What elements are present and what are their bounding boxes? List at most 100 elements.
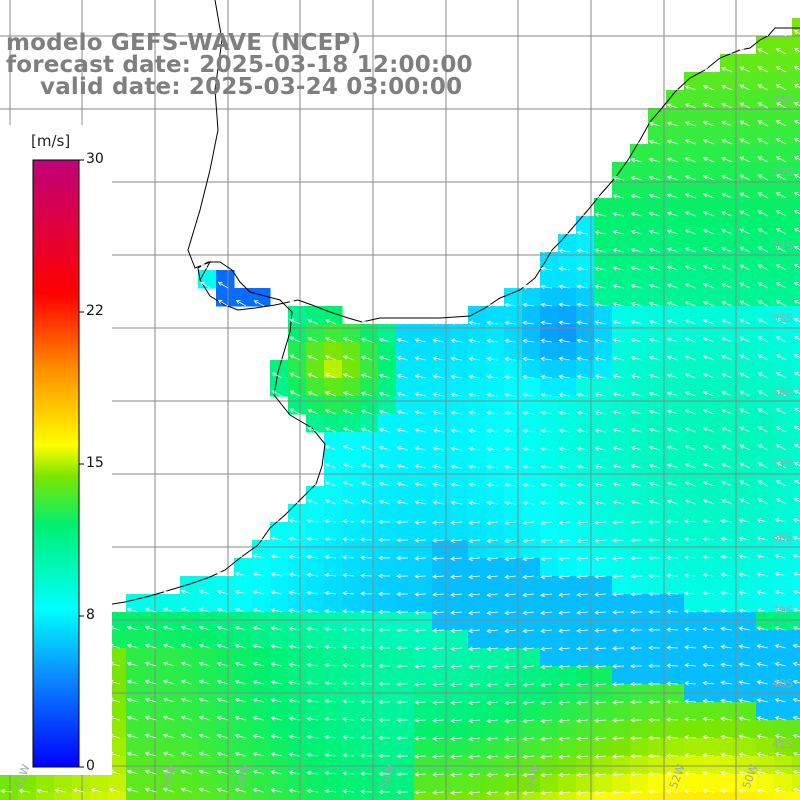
wind-arrow <box>648 481 661 487</box>
wind-arrow <box>162 751 175 757</box>
wind-arrow <box>486 790 499 796</box>
wind-cell <box>738 234 757 253</box>
wind-arrow <box>486 628 499 634</box>
wind-arrow <box>612 700 625 705</box>
wind-arrow <box>522 646 535 652</box>
wind-cell <box>702 756 721 775</box>
wind-arrow <box>612 610 625 615</box>
wind-cell <box>774 738 793 757</box>
wind-arrow <box>684 103 697 109</box>
wind-cell <box>234 792 253 800</box>
wind-cell <box>576 252 595 271</box>
wind-arrow <box>630 699 643 705</box>
wind-cell <box>396 324 415 343</box>
wind-arrow <box>216 697 229 703</box>
wind-arrow <box>739 480 751 487</box>
wind-arrow <box>792 733 800 739</box>
wind-cell <box>576 576 595 595</box>
wind-arrow <box>342 735 355 740</box>
wind-cell <box>360 648 379 667</box>
wind-cell <box>756 720 775 739</box>
wind-arrow <box>612 520 625 525</box>
wind-cell <box>414 756 433 775</box>
wind-arrow <box>793 480 800 485</box>
wind-cell <box>792 108 800 127</box>
wind-cell <box>612 270 631 289</box>
wind-arrow <box>36 788 49 793</box>
wind-arrow <box>307 354 319 361</box>
wind-cell <box>540 522 559 541</box>
wind-cell <box>522 468 541 487</box>
wind-arrow <box>594 754 607 759</box>
wind-arrow <box>630 627 643 633</box>
wind-arrow <box>540 248 553 254</box>
wind-cell <box>720 612 739 631</box>
wind-cell <box>630 594 649 613</box>
wind-arrow <box>486 754 499 760</box>
wind-cell <box>288 720 307 739</box>
wind-cell <box>702 666 721 685</box>
wind-arrow <box>703 247 715 253</box>
wind-arrow <box>612 718 625 723</box>
wind-cell <box>360 756 379 775</box>
wind-cell <box>378 756 397 775</box>
wind-cell <box>414 738 433 757</box>
wind-cell <box>774 324 793 343</box>
wind-cell <box>360 666 379 685</box>
wind-cell <box>414 414 433 433</box>
wind-arrow <box>630 735 643 741</box>
wind-arrow <box>793 156 800 161</box>
wind-arrow <box>270 752 283 757</box>
wind-cell <box>486 306 505 325</box>
wind-cell <box>414 612 433 631</box>
wind-cell <box>558 702 577 721</box>
wind-cell <box>270 702 289 721</box>
wind-cell <box>774 144 793 163</box>
wind-arrow <box>630 609 643 615</box>
wind-cell <box>774 558 793 577</box>
wind-cell <box>720 540 739 559</box>
wind-cell <box>756 432 775 451</box>
wind-arrow <box>414 374 427 379</box>
wind-cell <box>774 720 793 739</box>
wind-cell <box>648 594 667 613</box>
wind-cell <box>288 540 307 559</box>
wind-cell <box>576 540 595 559</box>
wind-arrow <box>576 592 589 597</box>
wind-arrow <box>666 537 679 542</box>
wind-cell <box>450 576 469 595</box>
wind-cell <box>720 432 739 451</box>
wind-cell <box>450 558 469 577</box>
wind-arrow <box>450 664 463 669</box>
wind-cell <box>666 774 685 793</box>
wind-arrow <box>594 538 607 543</box>
wind-arrow <box>630 663 643 669</box>
wind-arrow <box>775 30 787 37</box>
wind-cell <box>234 288 253 307</box>
wind-cell <box>612 432 631 451</box>
wind-arrow <box>666 771 679 776</box>
wind-arrow <box>648 771 661 777</box>
wind-cell <box>630 450 649 469</box>
wind-arrow <box>378 481 391 487</box>
wind-arrow <box>324 608 337 614</box>
wind-cell <box>612 756 631 775</box>
wind-arrow <box>594 574 607 579</box>
wind-arrow <box>450 592 463 597</box>
wind-arrow <box>684 735 697 740</box>
wind-cell <box>720 522 739 541</box>
wind-arrow <box>450 520 463 525</box>
wind-arrow <box>540 482 553 488</box>
wind-cell <box>558 558 577 577</box>
wind-arrow <box>721 102 733 109</box>
wind-cell <box>18 774 37 793</box>
wind-cell <box>666 702 685 721</box>
wind-arrow <box>504 482 517 488</box>
wind-cell <box>774 72 793 91</box>
wind-arrow <box>234 733 247 739</box>
wind-cell <box>486 558 505 577</box>
wind-cell <box>792 648 800 667</box>
lat-label: 37S <box>772 458 793 471</box>
wind-cell <box>342 792 361 800</box>
wind-arrow <box>703 355 715 361</box>
